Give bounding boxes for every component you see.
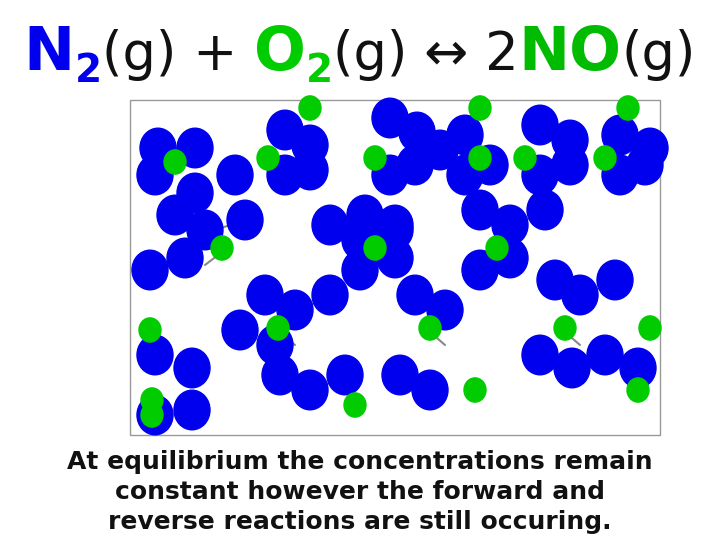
Ellipse shape [552, 120, 588, 160]
Ellipse shape [427, 290, 463, 330]
Ellipse shape [469, 96, 491, 120]
Text: N: N [24, 24, 75, 83]
Ellipse shape [522, 155, 558, 195]
Ellipse shape [464, 378, 486, 402]
Ellipse shape [292, 370, 328, 410]
Ellipse shape [422, 130, 458, 170]
Ellipse shape [174, 390, 210, 430]
Ellipse shape [177, 128, 213, 168]
Ellipse shape [164, 150, 186, 174]
Ellipse shape [522, 335, 558, 375]
Ellipse shape [312, 205, 348, 245]
Ellipse shape [552, 145, 588, 185]
Ellipse shape [141, 388, 163, 412]
Ellipse shape [167, 238, 203, 278]
Ellipse shape [137, 335, 173, 375]
Ellipse shape [377, 205, 413, 245]
Ellipse shape [472, 145, 508, 185]
Ellipse shape [620, 348, 656, 388]
Ellipse shape [364, 146, 386, 170]
Ellipse shape [342, 220, 378, 260]
Ellipse shape [492, 238, 528, 278]
Ellipse shape [597, 260, 633, 300]
Ellipse shape [247, 275, 283, 315]
Ellipse shape [554, 316, 576, 340]
Ellipse shape [267, 316, 289, 340]
Ellipse shape [327, 355, 363, 395]
Text: O: O [254, 24, 306, 83]
Ellipse shape [257, 325, 293, 365]
Ellipse shape [382, 355, 418, 395]
Ellipse shape [602, 155, 638, 195]
Ellipse shape [412, 370, 448, 410]
Ellipse shape [292, 125, 328, 165]
Ellipse shape [514, 146, 536, 170]
Ellipse shape [554, 348, 590, 388]
Ellipse shape [299, 96, 321, 120]
Ellipse shape [537, 260, 573, 300]
Ellipse shape [594, 146, 616, 170]
Ellipse shape [222, 310, 258, 350]
Ellipse shape [587, 335, 623, 375]
Ellipse shape [377, 238, 413, 278]
Ellipse shape [174, 348, 210, 388]
Ellipse shape [347, 195, 383, 235]
Ellipse shape [492, 205, 528, 245]
Ellipse shape [257, 146, 279, 170]
Ellipse shape [522, 105, 558, 145]
Text: (g) ↔ 2: (g) ↔ 2 [333, 29, 519, 81]
Ellipse shape [627, 145, 663, 185]
Ellipse shape [342, 250, 378, 290]
Text: 2: 2 [306, 52, 333, 90]
Ellipse shape [377, 210, 413, 250]
Ellipse shape [462, 190, 498, 230]
Ellipse shape [132, 250, 168, 290]
Ellipse shape [277, 290, 313, 330]
Ellipse shape [157, 195, 193, 235]
Ellipse shape [292, 150, 328, 190]
Ellipse shape [140, 128, 176, 168]
Ellipse shape [177, 173, 213, 213]
Ellipse shape [139, 318, 161, 342]
Ellipse shape [469, 146, 491, 170]
Ellipse shape [486, 236, 508, 260]
Text: At equilibrium the concentrations remain: At equilibrium the concentrations remain [67, 450, 653, 474]
Ellipse shape [397, 145, 433, 185]
Text: reverse reactions are still occuring.: reverse reactions are still occuring. [108, 510, 612, 534]
Ellipse shape [617, 96, 639, 120]
Ellipse shape [562, 275, 598, 315]
Text: (g) +: (g) + [102, 29, 254, 81]
Ellipse shape [137, 395, 173, 435]
Ellipse shape [312, 275, 348, 315]
Ellipse shape [399, 112, 435, 152]
Ellipse shape [344, 393, 366, 417]
Bar [130, 100, 660, 435]
Ellipse shape [527, 190, 563, 230]
Text: NO: NO [519, 24, 622, 83]
Text: (g): (g) [622, 29, 696, 81]
Ellipse shape [462, 250, 498, 290]
Ellipse shape [397, 275, 433, 315]
Ellipse shape [267, 155, 303, 195]
Text: 2: 2 [75, 52, 102, 90]
Ellipse shape [447, 155, 483, 195]
Ellipse shape [187, 210, 223, 250]
Ellipse shape [267, 110, 303, 150]
Ellipse shape [227, 200, 263, 240]
Ellipse shape [137, 155, 173, 195]
Ellipse shape [639, 316, 661, 340]
Ellipse shape [372, 98, 408, 138]
Ellipse shape [419, 316, 441, 340]
Ellipse shape [262, 355, 298, 395]
Ellipse shape [364, 236, 386, 260]
Ellipse shape [602, 115, 638, 155]
Text: constant however the forward and: constant however the forward and [115, 480, 605, 504]
Ellipse shape [372, 155, 408, 195]
Ellipse shape [141, 403, 163, 427]
Ellipse shape [627, 378, 649, 402]
Ellipse shape [217, 155, 253, 195]
Ellipse shape [447, 115, 483, 155]
Ellipse shape [211, 236, 233, 260]
Ellipse shape [632, 128, 668, 168]
